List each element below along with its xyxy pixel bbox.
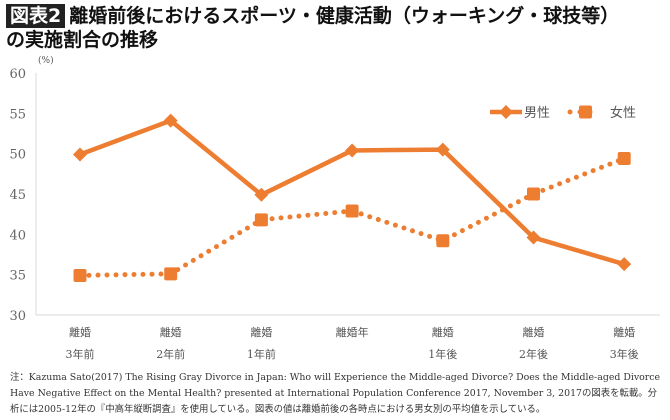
data-point-male xyxy=(254,187,269,202)
x-tick-label: 1年前 xyxy=(247,347,276,361)
y-tick-label: 50 xyxy=(9,148,26,163)
legend-label-male: 男性 xyxy=(524,106,550,121)
y-tick-label: 40 xyxy=(9,228,26,243)
x-tick-label: 3年前 xyxy=(66,347,95,361)
x-tick-label: 2年後 xyxy=(519,347,548,361)
x-tick-label: 離婚 xyxy=(250,325,272,339)
chart-title: 図表2 離婚前後におけるスポーツ・健康活動（ウォーキング・球技等） の実施割合の推… xyxy=(6,4,619,52)
x-tick-label: 離婚年 xyxy=(336,325,369,339)
data-point-male xyxy=(435,142,450,157)
title-line-2: の実施割合の推移 xyxy=(6,29,159,51)
x-tick-label: 離婚 xyxy=(432,325,454,339)
x-tick-label: 離婚 xyxy=(613,325,635,339)
y-tick-label: 30 xyxy=(9,309,26,324)
data-point-female xyxy=(617,152,631,166)
legend-marker-male xyxy=(499,105,513,119)
data-point-male xyxy=(617,257,632,272)
figure-badge: 図表2 xyxy=(6,4,66,28)
y-tick-label: 35 xyxy=(9,269,26,284)
y-tick-label: 60 xyxy=(9,67,26,82)
legend-label-female: 女性 xyxy=(610,105,636,121)
line-chart: (%) 30 35 40 45 50 55 60 離婚 3年前 離婚 2年前 離婚 1年前 離婚年 離婚 1年後… xyxy=(9,55,660,361)
x-tick-label: 離婚 xyxy=(69,325,91,339)
x-tick-label: 離婚 xyxy=(523,325,545,339)
data-point-female xyxy=(164,267,178,281)
data-point-male xyxy=(163,113,178,128)
y-tick-label: 55 xyxy=(9,107,26,122)
data-point-female xyxy=(254,213,268,227)
legend-marker-female xyxy=(579,105,592,119)
data-point-male xyxy=(526,230,541,245)
unit-label: (%) xyxy=(38,55,54,66)
y-tick-label: 45 xyxy=(9,188,26,203)
x-tick-label: 3年後 xyxy=(610,347,639,361)
x-tick-label: 2年前 xyxy=(156,347,185,361)
title-line-1: 離婚前後におけるスポーツ・健康活動（ウォーキング・球技等） xyxy=(69,5,620,27)
data-point-female xyxy=(436,234,450,248)
data-point-female xyxy=(527,187,540,201)
data-point-male xyxy=(73,147,87,162)
data-point-male xyxy=(345,143,360,158)
x-tick-label: 1年後 xyxy=(428,347,457,361)
x-tick-label: 離婚 xyxy=(160,325,182,339)
data-point-female xyxy=(73,268,87,282)
source-note: 注：Kazuma Sato(2017) The Rising Gray Divo… xyxy=(10,372,661,415)
data-point-female xyxy=(345,204,359,218)
